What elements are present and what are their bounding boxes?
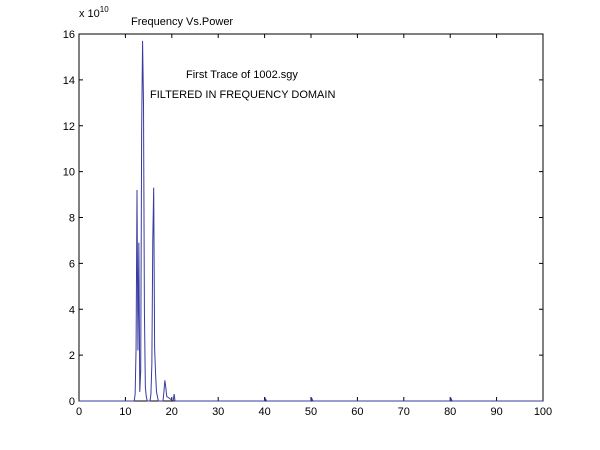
x-tick-label: 100: [534, 406, 552, 418]
annotation-first-trace: First Trace of 1002.sgy: [186, 69, 298, 81]
power-spectrum-line: [79, 40, 543, 402]
axes-frame: [78, 33, 544, 402]
x-axis-ticks: 0 10 20 30 40 50 60 70 80 90 100: [76, 34, 552, 418]
x-tick-label: 10: [119, 406, 131, 418]
y-tick-label: 8: [69, 213, 75, 225]
x-tick-label: 30: [212, 406, 224, 418]
x-tick-label: 70: [398, 406, 410, 418]
y-tick-label: 4: [69, 304, 75, 316]
y-axis-ticks: 0 2 4 6 8 10 12 14 16: [63, 29, 543, 408]
x-tick-label: 0: [76, 406, 82, 418]
y-tick-label: 0: [69, 396, 75, 408]
y-tick-label: 16: [63, 29, 75, 41]
y-tick-label: 6: [69, 258, 75, 270]
exponent-label: x 1010: [79, 5, 109, 20]
x-tick-label: 40: [258, 406, 270, 418]
exponent-base: x 10: [79, 8, 100, 20]
y-tick-label: 10: [63, 167, 75, 179]
x-tick-label: 20: [166, 406, 178, 418]
y-tick-label: 2: [69, 350, 75, 362]
x-tick-label: 90: [490, 406, 502, 418]
x-tick-label: 60: [351, 406, 363, 418]
y-tick-label: 14: [63, 75, 75, 87]
chart-title: Frequency Vs.Power: [131, 16, 233, 28]
exponent-power: 10: [100, 5, 109, 14]
annotation-filtered: FILTERED IN FREQUENCY DOMAIN: [150, 89, 335, 101]
x-tick-label: 50: [305, 406, 317, 418]
x-tick-label: 80: [444, 406, 456, 418]
y-tick-label: 12: [63, 121, 75, 133]
